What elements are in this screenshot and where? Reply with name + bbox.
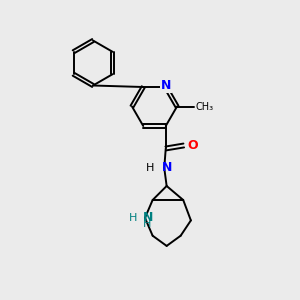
Text: H: H <box>146 163 155 173</box>
Text: N: N <box>162 161 172 175</box>
Text: H: H <box>143 220 151 230</box>
Text: O: O <box>188 139 198 152</box>
Text: N: N <box>143 212 153 224</box>
Text: N: N <box>160 79 171 92</box>
Text: CH₃: CH₃ <box>195 101 213 112</box>
Text: H: H <box>129 213 137 223</box>
